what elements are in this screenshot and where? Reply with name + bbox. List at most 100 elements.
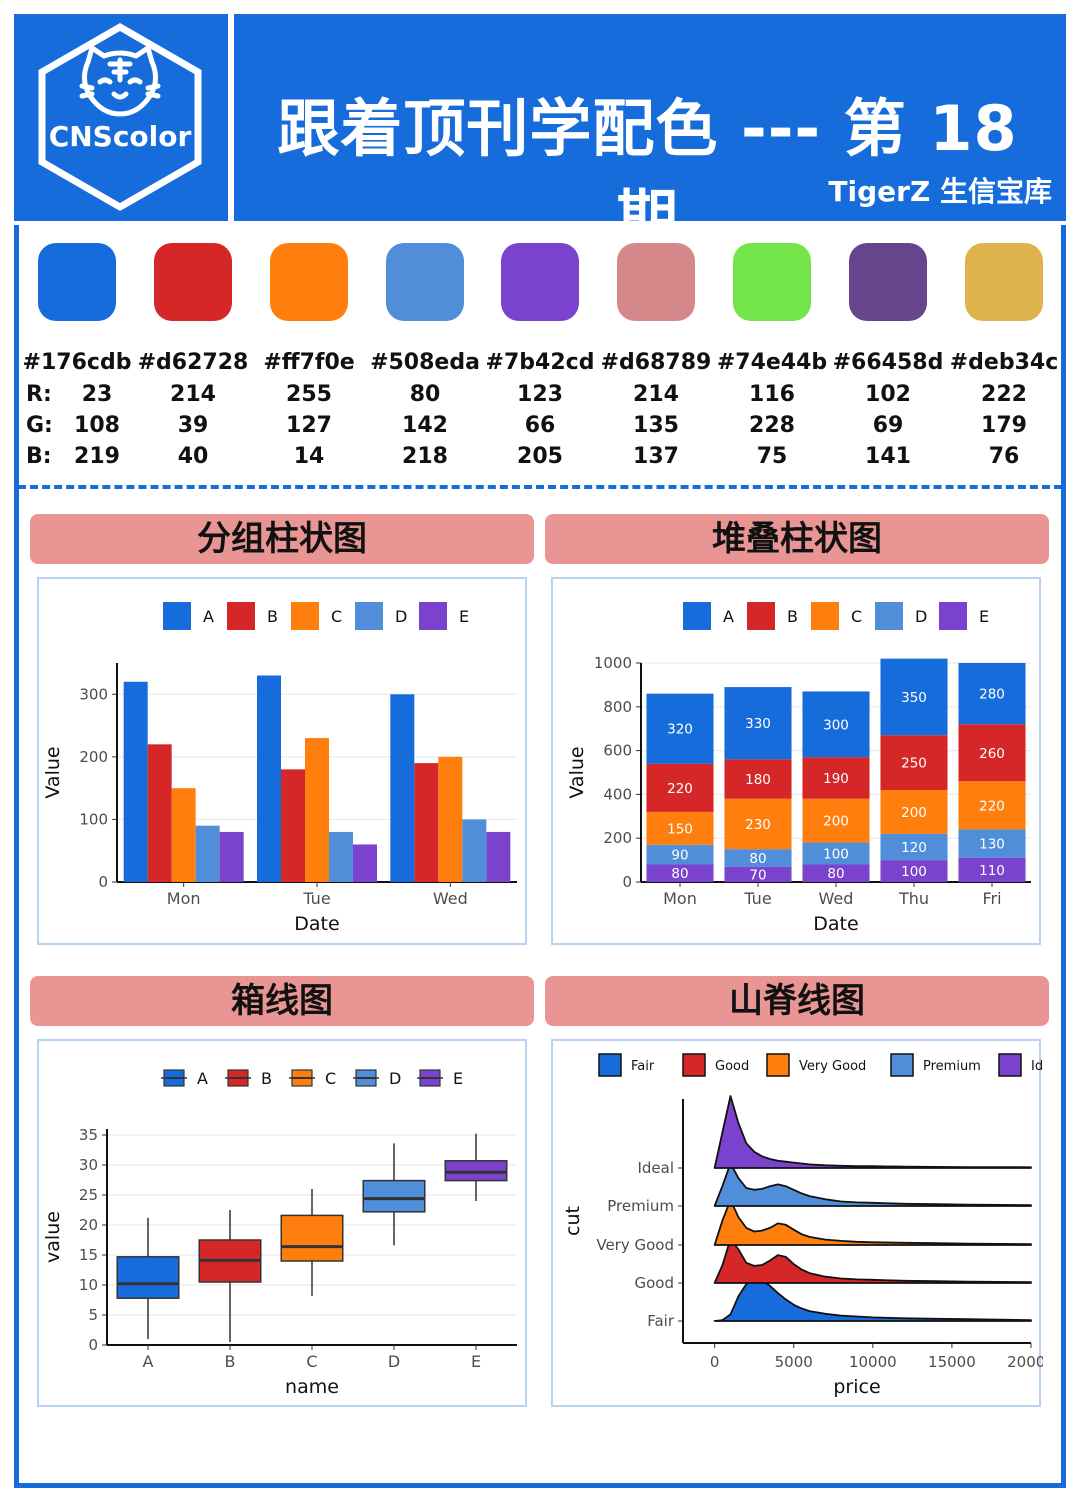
swatch-hex-9: #deb34c xyxy=(949,350,1059,375)
legend-label: B xyxy=(267,607,278,626)
data-label: 200 xyxy=(901,805,927,821)
swatch-9 xyxy=(965,243,1043,321)
stacked-bar-segment xyxy=(958,663,1026,725)
x-tick-label: C xyxy=(306,1352,317,1371)
y-axis-label: Value xyxy=(566,746,588,798)
data-label: 350 xyxy=(901,690,927,706)
y-axis-label: Value xyxy=(42,746,64,798)
data-label: 190 xyxy=(823,771,849,787)
y-tick-label: 10 xyxy=(79,1276,98,1294)
x-tick-label: Mon xyxy=(663,889,697,908)
legend-label: A xyxy=(197,1069,208,1088)
y-tick-label: Ideal xyxy=(637,1159,674,1177)
swatch-g-1: 108 xyxy=(74,413,120,438)
x-tick-label: D xyxy=(388,1352,400,1371)
swatch-r-3: 255 xyxy=(286,382,332,407)
swatch-b-1: 219 xyxy=(74,444,120,469)
swatch-b-9: 76 xyxy=(988,444,1020,469)
legend-key xyxy=(875,602,903,630)
legend-label: Premium xyxy=(923,1059,981,1074)
stacked-bar-segment xyxy=(802,798,870,843)
bar xyxy=(219,831,244,882)
ridge-density xyxy=(713,1238,1032,1284)
legend-key xyxy=(890,1053,914,1077)
legend-label: Ideal xyxy=(1031,1059,1043,1074)
stacked-bar-segment xyxy=(646,864,714,882)
stacked-bar-segment xyxy=(958,829,1026,858)
ridge-density xyxy=(713,1095,1032,1169)
swatch-5 xyxy=(501,243,579,321)
stacked-bar-segment xyxy=(646,844,714,865)
ridgeline-chart: Fair Good Very Good Premium Ideal Fair Good Ver… xyxy=(562,1053,1043,1398)
y-tick-label: 800 xyxy=(603,698,632,716)
swatch-hex-2: #d62728 xyxy=(137,350,249,375)
header-bottom-line xyxy=(14,221,1066,225)
stacked-bar-chart: A B C D E 0 200 400 600 800 1000 Value 80 90 150 220 320… xyxy=(566,602,1031,935)
legend-key xyxy=(163,602,191,630)
grouped-bar-chart: A B C D E 0 100 200 300 Value Mon Tue Wed Date xyxy=(42,602,517,935)
swatch-r-8: 102 xyxy=(865,382,911,407)
bar xyxy=(486,831,511,882)
swatch-r-2: 214 xyxy=(170,382,216,407)
box xyxy=(280,1214,344,1262)
data-label: 300 xyxy=(823,717,849,733)
y-tick-label: 35 xyxy=(79,1126,98,1144)
x-tick-label: 15000 xyxy=(928,1353,976,1371)
x-tick-label: Wed xyxy=(819,889,854,908)
legend-label: Fair xyxy=(631,1059,655,1074)
stacked-bar-segment xyxy=(880,658,948,736)
bar xyxy=(171,788,196,882)
y-tick-label: 200 xyxy=(79,748,108,766)
stacked-bar-segment xyxy=(880,833,948,861)
ridge-density xyxy=(713,1277,1032,1322)
bar xyxy=(257,675,281,882)
x-axis-label: Date xyxy=(294,913,339,935)
swatch-hex-6: #d68789 xyxy=(600,350,712,375)
stacked-bar-segment xyxy=(802,842,870,865)
x-axis-label: name xyxy=(285,1376,339,1398)
bar xyxy=(305,738,329,882)
data-label: 250 xyxy=(901,756,927,772)
swatch-8 xyxy=(849,243,927,321)
section-title-box: 箱线图 xyxy=(30,976,534,1026)
logo-text: CNScolor xyxy=(48,120,192,153)
bar xyxy=(147,744,172,882)
header-banner xyxy=(14,14,1066,224)
swatch-hex-3: #ff7f0e xyxy=(263,350,355,375)
legend-key xyxy=(355,602,383,630)
data-label: 150 xyxy=(667,821,693,837)
swatch-1 xyxy=(38,243,116,321)
y-tick-label: 30 xyxy=(79,1156,98,1174)
ridge-density xyxy=(713,1199,1032,1246)
swatch-b-8: 141 xyxy=(865,444,911,469)
legend-key xyxy=(811,602,839,630)
y-tick-label: 200 xyxy=(603,829,632,847)
x-axis-label: Date xyxy=(813,913,858,935)
stacked-bar-segment xyxy=(802,757,870,799)
data-label: 320 xyxy=(667,722,693,738)
legend-key xyxy=(598,1053,622,1077)
swatch-r-1: 23 xyxy=(81,382,113,407)
swatch-hex-1: #176cdb xyxy=(22,350,132,375)
legend-label: Very Good xyxy=(799,1059,866,1074)
stacked-bar-segment xyxy=(880,790,948,834)
data-label: 80 xyxy=(827,866,844,882)
x-tick-label: Thu xyxy=(898,889,929,908)
legend-key xyxy=(747,602,775,630)
bar xyxy=(195,825,220,882)
data-label: 80 xyxy=(749,851,766,867)
swatch-g-2: 39 xyxy=(177,413,209,438)
swatch-b-5: 205 xyxy=(517,444,563,469)
swatch-b-7: 75 xyxy=(756,444,788,469)
swatch-b-2: 40 xyxy=(177,444,209,469)
y-tick-label: 0 xyxy=(622,873,632,891)
swatch-r-7: 116 xyxy=(749,382,795,407)
legend-label: D xyxy=(915,607,927,626)
bar xyxy=(414,763,439,882)
x-tick-label: Tue xyxy=(743,889,771,908)
data-label: 120 xyxy=(901,840,927,856)
stacked-bar-segment xyxy=(724,866,792,882)
y-tick-label: Good xyxy=(635,1274,675,1292)
data-label: 100 xyxy=(823,847,849,863)
